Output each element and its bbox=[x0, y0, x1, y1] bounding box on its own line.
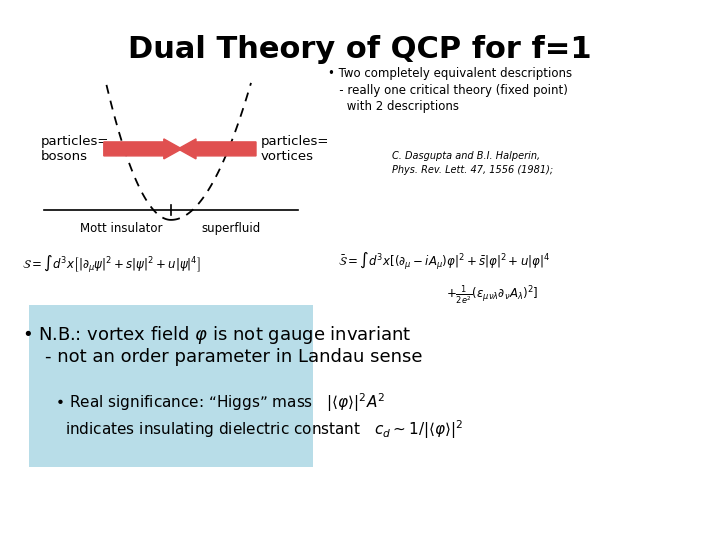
Text: with 2 descriptions: with 2 descriptions bbox=[328, 100, 459, 113]
Text: - really one critical theory (fixed point): - really one critical theory (fixed poin… bbox=[328, 84, 567, 97]
Text: $+\frac{1}{2e^2}(\epsilon_{\mu\nu\lambda}\partial_\nu A_\lambda)^2]$: $+\frac{1}{2e^2}(\epsilon_{\mu\nu\lambda… bbox=[446, 284, 539, 307]
Text: particles=
bosons: particles= bosons bbox=[41, 135, 109, 163]
Text: Phys. Rev. Lett. 47, 1556 (1981);: Phys. Rev. Lett. 47, 1556 (1981); bbox=[392, 165, 554, 175]
Text: C. Dasgupta and B.I. Halperin,: C. Dasgupta and B.I. Halperin, bbox=[392, 151, 541, 161]
FancyBboxPatch shape bbox=[29, 305, 313, 467]
Text: Mott insulator: Mott insulator bbox=[80, 222, 162, 235]
Text: • Real significance: “Higgs” mass   $|\langle\varphi\rangle|^2 A^2$: • Real significance: “Higgs” mass $|\lan… bbox=[36, 392, 385, 414]
Text: particles=
vortices: particles= vortices bbox=[261, 135, 329, 163]
Text: $\bar{\mathcal{S}} = \int d^3x[(\partial_\mu - iA_\mu)\varphi|^2 + \bar{s}|\varp: $\bar{\mathcal{S}} = \int d^3x[(\partial… bbox=[338, 251, 551, 272]
Text: superfluid: superfluid bbox=[202, 222, 261, 235]
Text: Dual Theory of QCP for f=1: Dual Theory of QCP for f=1 bbox=[128, 35, 592, 64]
FancyArrow shape bbox=[104, 139, 181, 159]
Text: • Two completely equivalent descriptions: • Two completely equivalent descriptions bbox=[328, 68, 572, 80]
Text: - not an order parameter in Landau sense: - not an order parameter in Landau sense bbox=[22, 348, 422, 366]
FancyArrow shape bbox=[178, 139, 256, 159]
Text: $\mathcal{S} = \int d^3x\left[|\partial_\mu\psi|^2 + s|\psi|^2 + u|\psi|^4\right: $\mathcal{S} = \int d^3x\left[|\partial_… bbox=[22, 254, 201, 275]
Text: • N.B.: vortex field $\varphi$ is not gauge invariant: • N.B.: vortex field $\varphi$ is not ga… bbox=[22, 324, 411, 346]
Text: indicates insulating dielectric constant   $c_d \sim 1/|\langle\varphi\rangle|^2: indicates insulating dielectric constant… bbox=[36, 418, 464, 441]
